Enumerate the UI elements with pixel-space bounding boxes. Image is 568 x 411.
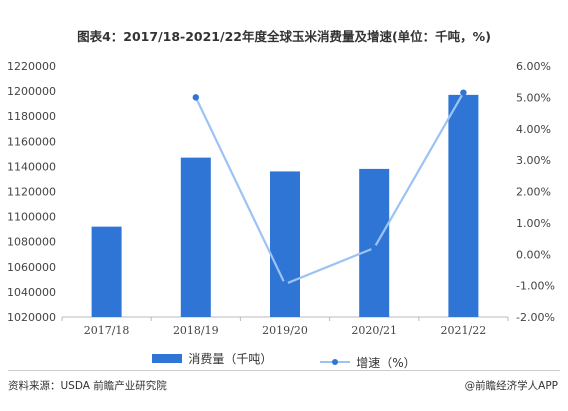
left-axis-tick: 1040000 [7, 286, 56, 299]
line-growth [194, 92, 465, 286]
bar-consumption [270, 171, 300, 317]
legend-label-consumption: 消费量（千吨） [188, 352, 273, 366]
left-axis-tick: 1020000 [7, 311, 56, 324]
right-axis-tick: -2.00% [516, 311, 555, 324]
legend-swatch-bar [152, 354, 183, 363]
right-axis-tick: 5.00% [516, 91, 551, 104]
category-label: 2020/21 [351, 324, 397, 337]
chart-legend: 消费量（千吨） 增速（%） [0, 350, 568, 371]
left-axis-tick: 1060000 [7, 261, 56, 274]
left-axis-tick: 1180000 [7, 110, 56, 123]
legend-dot [332, 359, 339, 365]
brand-credit: @前瞻经济学人APP [464, 380, 558, 392]
bar-consumption [448, 94, 479, 318]
right-axis-tick: 2.00% [516, 186, 551, 199]
chart-svg: 1020000 1040000 1060000 1080000 1100000 11200… [7, 60, 555, 337]
bar-consumption [359, 168, 390, 317]
category-label: 2017/18 [84, 324, 130, 337]
legend-label-growth: 增速（%） [356, 355, 416, 370]
left-axis-tick: 1080000 [7, 236, 56, 249]
category-label: 2021/22 [441, 324, 487, 337]
legend-item-growth: 增速（%） [320, 354, 416, 371]
right-axis-tick: 6.00% [516, 60, 551, 73]
right-axis-tick: 1.00% [516, 217, 551, 230]
growth-point [371, 244, 378, 252]
growth-point [460, 89, 467, 96]
category-label: 2018/19 [173, 324, 219, 337]
right-axis-tick: 3.00% [516, 154, 551, 167]
category-label: 2019/20 [262, 324, 308, 337]
left-axis-tick: 1100000 [7, 211, 56, 224]
legend-item-consumption: 消费量（千吨） [152, 350, 272, 367]
growth-point [192, 94, 199, 101]
legend-swatch-line [320, 359, 351, 365]
chart-title: 图表4：2017/18-2021/22年度全球玉米消费量及增速(单位：千吨，%) [77, 29, 491, 44]
left-axis-tick: 1220000 [7, 60, 56, 73]
growth-point [281, 280, 289, 288]
left-axis-tick: 1200000 [7, 85, 56, 98]
left-axis-tick: 1140000 [7, 160, 56, 173]
source-note: 资料来源：USDA 前瞻产业研究院 [8, 380, 167, 392]
right-axis-tick: -1.00% [516, 280, 555, 293]
bar-consumption [91, 226, 122, 317]
footer-divider [8, 370, 560, 371]
left-axis-tick: 1120000 [7, 186, 56, 199]
bar-consumption [180, 157, 211, 317]
right-axis-tick: 0.00% [516, 248, 551, 261]
right-axis-tick: 4.00% [516, 123, 551, 136]
left-axis-tick: 1160000 [7, 135, 56, 148]
